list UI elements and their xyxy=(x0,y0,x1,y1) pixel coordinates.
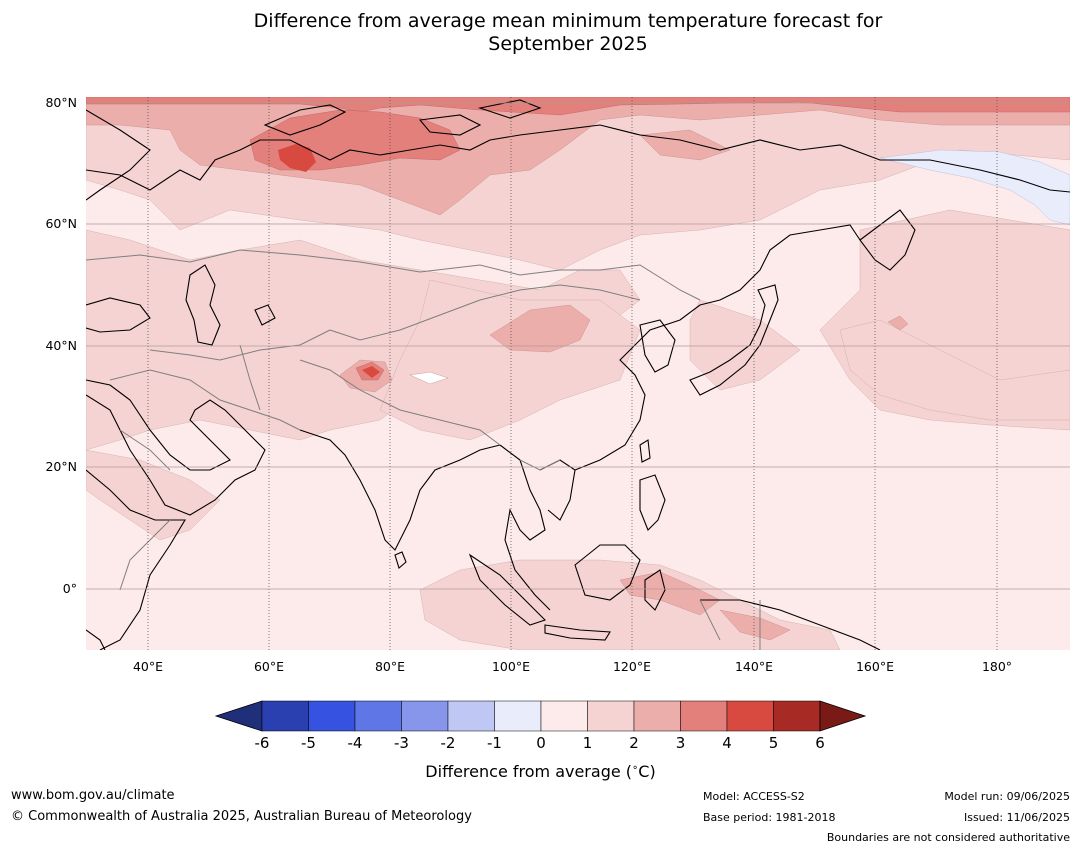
colorbar-label-text: Difference from average ( xyxy=(425,762,633,781)
colorbar-tick-label: 0 xyxy=(536,734,546,752)
country-borders xyxy=(86,249,761,650)
colorbar-label-unit: C) xyxy=(638,762,656,781)
title-line-1: Difference from average mean minimum tem… xyxy=(253,10,883,32)
colorbar-tick-label: 5 xyxy=(769,734,779,752)
colorbar-segment xyxy=(587,700,635,732)
colorbar-segment xyxy=(680,700,728,732)
colorbar-tick-label: -4 xyxy=(348,734,363,752)
anomaly-field-4-5 xyxy=(278,144,380,378)
colorbar-tick-label: 3 xyxy=(676,734,686,752)
anomaly-field-neg1-0 xyxy=(879,149,1070,226)
coastlines xyxy=(86,99,1070,650)
colorbar-label-degree: ∘ xyxy=(632,762,639,774)
colorbar-extend-min xyxy=(214,700,263,732)
footer-model: Model: ACCESS-S2 xyxy=(703,790,805,803)
footer-url[interactable]: www.bom.gov.au/climate xyxy=(11,788,175,803)
footer-issued: Issued: 11/06/2025 xyxy=(963,811,1070,824)
colorbar-tick-label: -3 xyxy=(394,734,409,752)
colorbar-segment xyxy=(726,700,774,732)
colorbar-label: Difference from average (∘C) xyxy=(0,762,1081,781)
colorbar-segment xyxy=(540,700,588,732)
colorbar-tick-label: -6 xyxy=(255,734,270,752)
colorbar-segment xyxy=(261,700,309,732)
colorbar-tick-label: -1 xyxy=(487,734,502,752)
lon-tick-label: 160°E xyxy=(856,659,894,674)
lat-tick-label: 60°N xyxy=(45,216,77,231)
colorbar-tick-labels: -6 -5 -4 -3 -2 -1 0 1 2 3 4 5 6 xyxy=(255,734,825,752)
colorbar-segment xyxy=(447,700,495,732)
lon-tick-label: 140°E xyxy=(735,659,773,674)
title-line-2: September 2025 xyxy=(488,33,648,55)
parallels xyxy=(86,102,1070,590)
lat-tick-label: 20°N xyxy=(45,459,77,474)
lat-tick-label: 40°N xyxy=(45,338,77,353)
colorbar-extend-max xyxy=(819,700,867,732)
colorbar-segment xyxy=(308,700,356,732)
colorbar-segment xyxy=(494,700,542,732)
lat-tick-label: 80°N xyxy=(45,95,77,110)
colorbar-tick-label: 1 xyxy=(583,734,593,752)
meridians xyxy=(147,97,998,650)
colorbar-segment xyxy=(401,700,449,732)
colorbar-tick-label: 6 xyxy=(815,734,825,752)
footer-boundaries: Boundaries are not considered authoritat… xyxy=(826,831,1070,844)
footer-base-period: Base period: 1981-2018 xyxy=(703,811,836,824)
lon-tick-label: 60°E xyxy=(254,659,284,674)
footer-copyright: © Commonwealth of Australia 2025, Austra… xyxy=(11,809,472,824)
footer-model-run: Model run: 09/06/2025 xyxy=(944,790,1070,803)
lon-tick-label: 80°E xyxy=(375,659,405,674)
colorbar-tick-label: 2 xyxy=(629,734,639,752)
lat-tick-label: 0° xyxy=(63,581,77,596)
map-panel xyxy=(86,97,1070,650)
colorbar xyxy=(214,700,867,732)
lat-tick-labels: 80°N 60°N 40°N 20°N 0° xyxy=(45,95,77,596)
colorbar-tick-label: -5 xyxy=(301,734,316,752)
colorbar-tick-label: 4 xyxy=(722,734,732,752)
map-title: Difference from average mean minimum tem… xyxy=(0,10,1081,56)
colorbar-segment xyxy=(633,700,681,732)
lon-tick-labels: 40°E 60°E 80°E 100°E 120°E 140°E 160°E 1… xyxy=(133,659,1012,674)
lon-tick-label: 120°E xyxy=(613,659,651,674)
colorbar-tick-label: -2 xyxy=(441,734,456,752)
colorbar-segment xyxy=(354,700,402,732)
lon-tick-label: 100°E xyxy=(492,659,530,674)
colorbar-segment xyxy=(773,700,821,732)
lon-tick-label: 40°E xyxy=(133,659,163,674)
lon-tick-label: 180° xyxy=(982,659,1012,674)
